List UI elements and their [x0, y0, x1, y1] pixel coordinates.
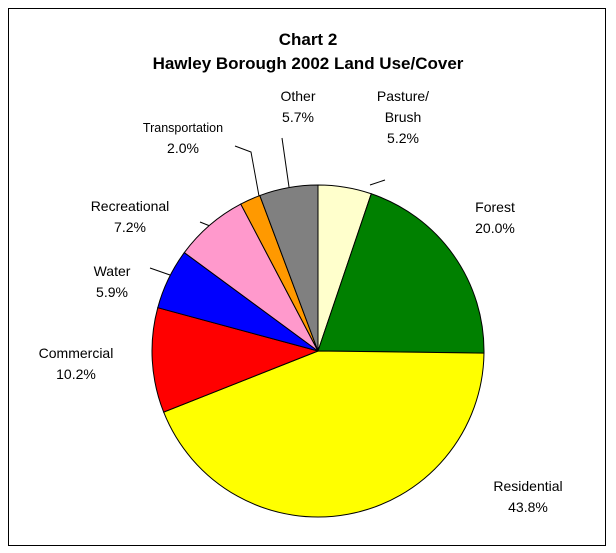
- leader-line: [149, 267, 171, 276]
- value-label: 20.0%: [475, 220, 515, 236]
- pie-slice: [163, 350, 485, 518]
- value-label: 5.7%: [282, 109, 314, 125]
- category-label: Water: [93, 263, 131, 279]
- chart-subtitle: Hawley Borough 2002 Land Use/Cover: [152, 54, 464, 73]
- value-label: 5.2%: [387, 130, 419, 146]
- value-label: 5.9%: [96, 284, 128, 300]
- leader-line: [281, 137, 290, 188]
- category-label: Forest: [475, 199, 515, 215]
- category-label: Commercial: [38, 345, 114, 361]
- leader-line: [234, 145, 260, 197]
- category-label: Transportation: [142, 121, 224, 135]
- value-label: 2.0%: [167, 140, 199, 156]
- category-label: Pasture/ Brush: [376, 88, 430, 125]
- value-label: 10.2%: [56, 366, 96, 382]
- pie-slice: [317, 193, 485, 354]
- category-label: Residential: [493, 478, 563, 494]
- value-label: 7.2%: [114, 219, 146, 235]
- category-label: Other: [280, 88, 316, 104]
- leader-line: [369, 179, 386, 186]
- category-label: Recreational: [90, 198, 170, 214]
- pie-slice: [259, 184, 319, 352]
- chart-title: Chart 2: [278, 30, 338, 49]
- value-label: 43.8%: [508, 499, 548, 515]
- leader-lines: [149, 137, 386, 276]
- pie-slice: [151, 307, 320, 413]
